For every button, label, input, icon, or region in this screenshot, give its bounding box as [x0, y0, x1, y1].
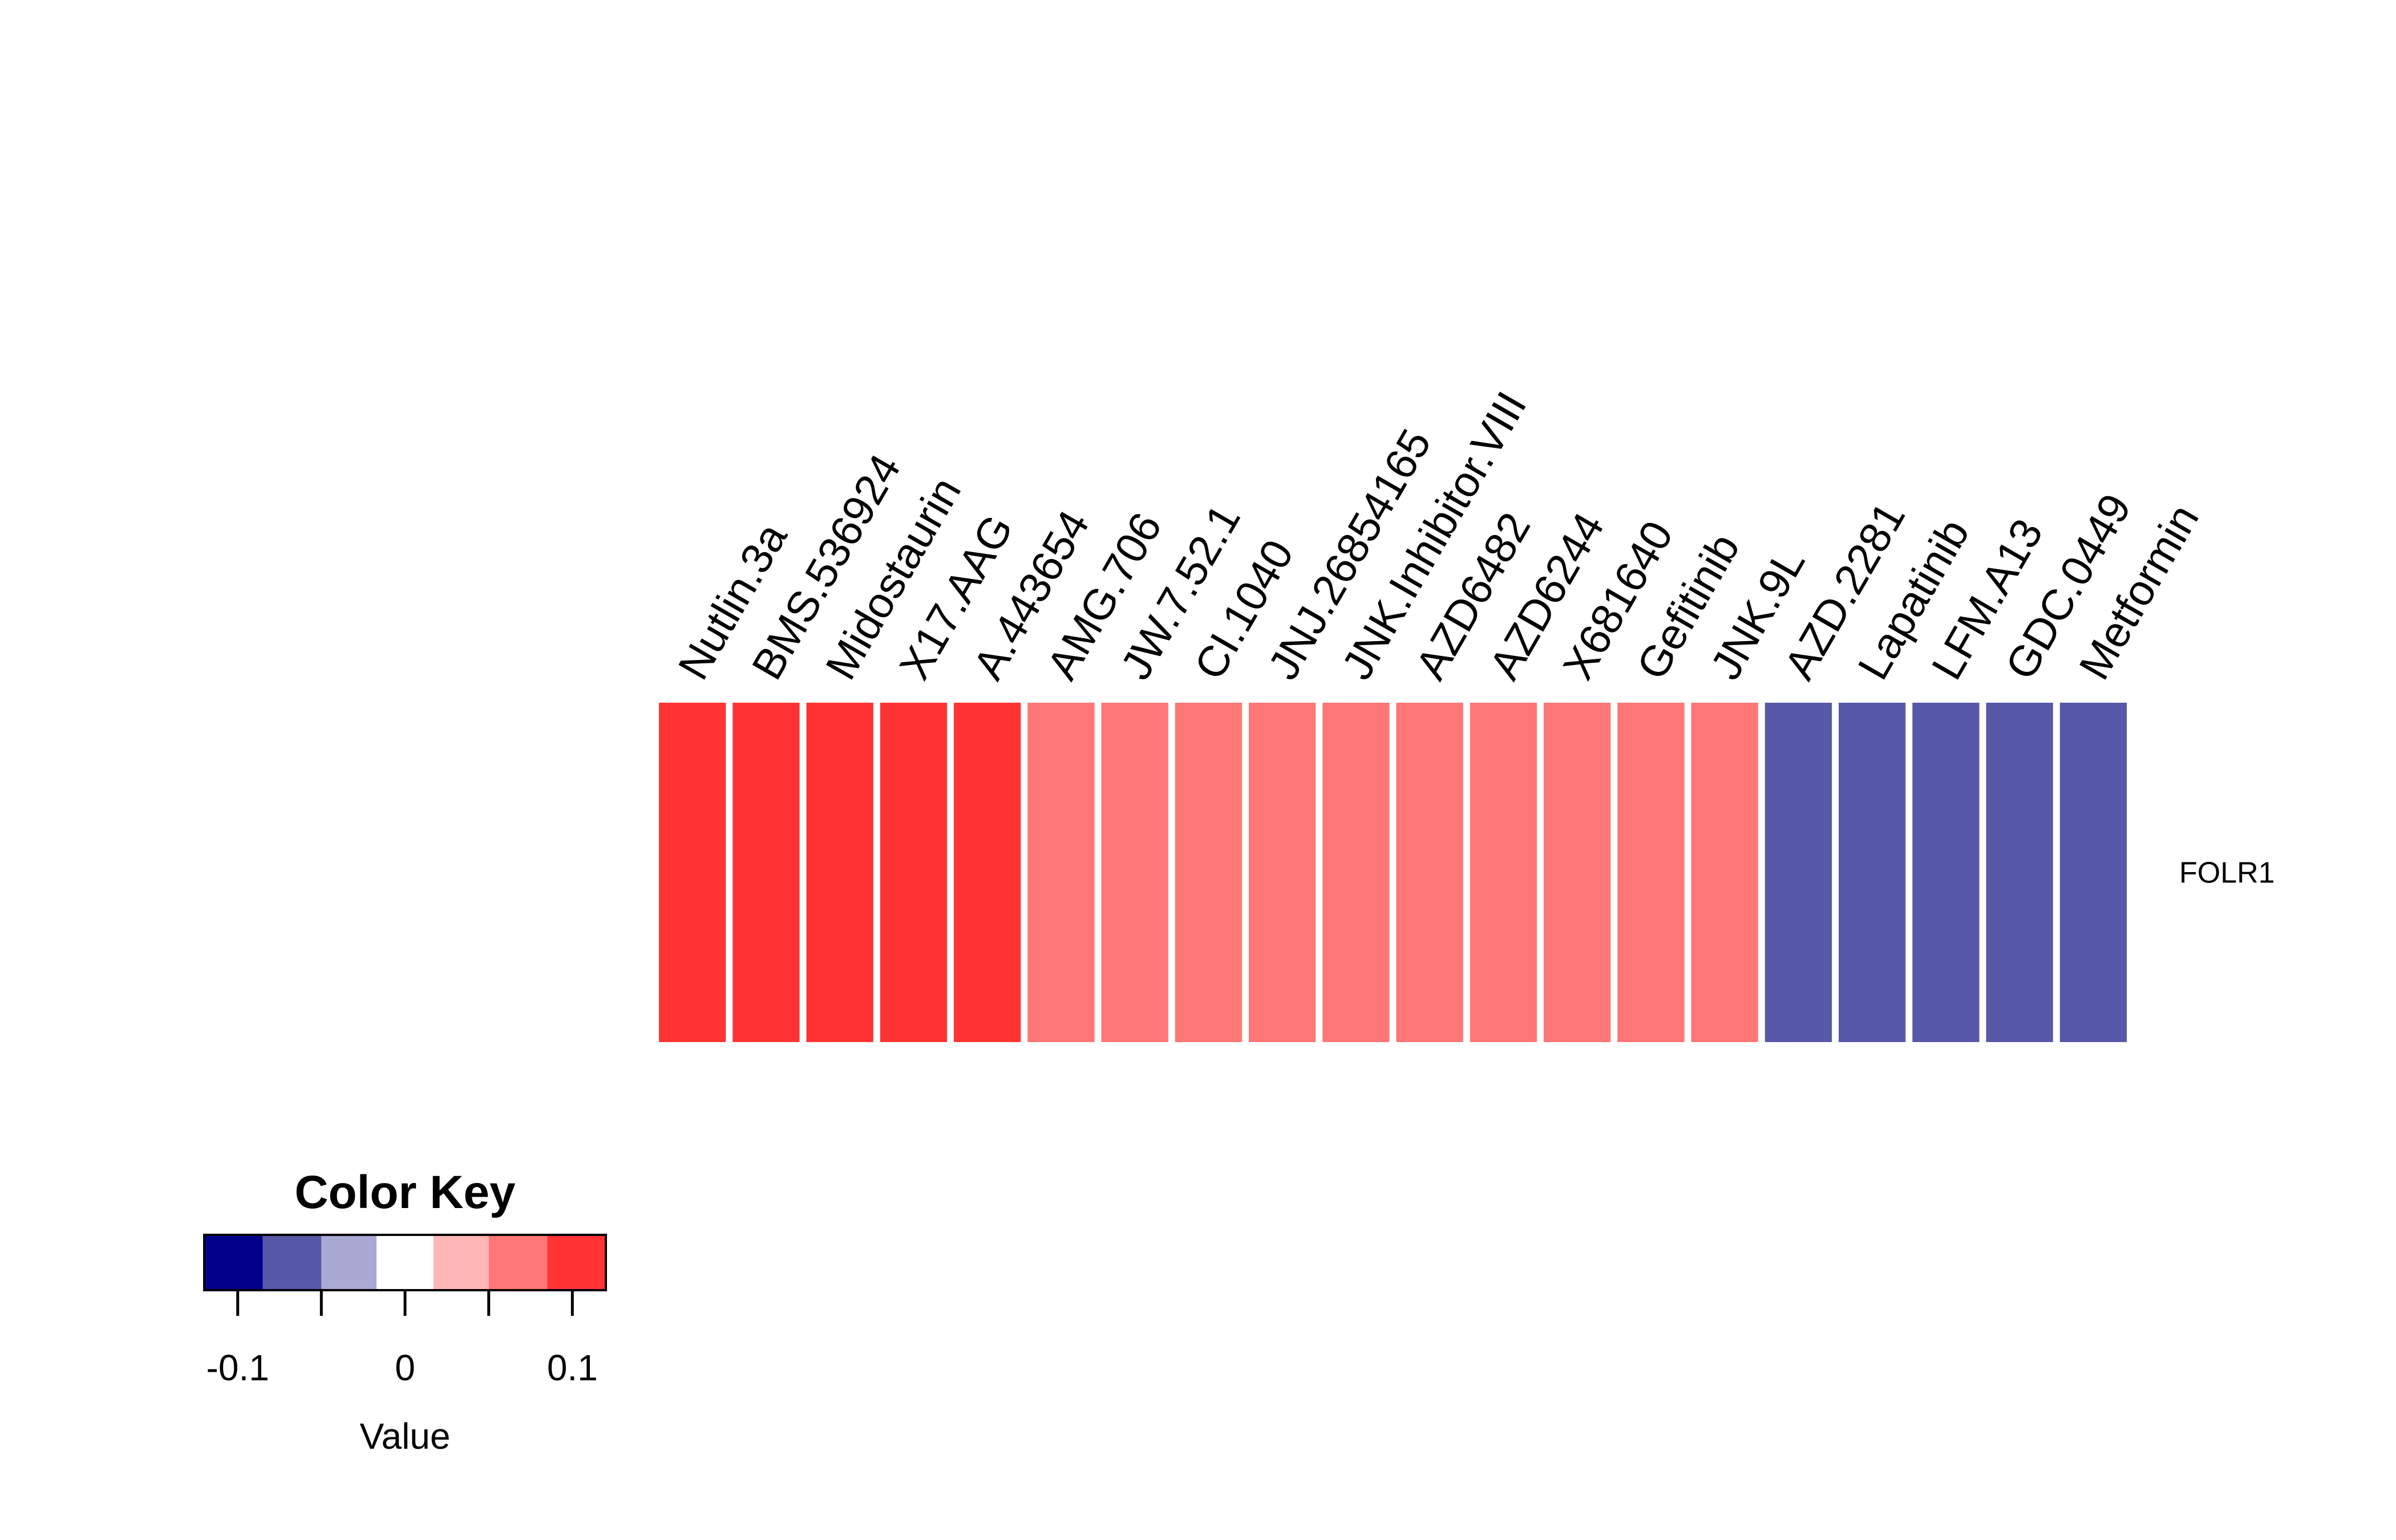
heatmap-cell	[732, 703, 800, 1042]
color-key-tick-label: 0.1	[547, 1347, 598, 1388]
heatmap-cell	[806, 703, 873, 1042]
heatmap-cell	[1544, 703, 1611, 1042]
color-key-tick-label: 0	[395, 1347, 415, 1388]
row-labels: FOLR1	[2179, 857, 2275, 890]
heatmap-cells	[659, 703, 2127, 1042]
color-key-bin	[488, 1235, 548, 1290]
heatmap-cell	[880, 703, 948, 1042]
heatmap-cell	[1249, 703, 1316, 1042]
row-label: FOLR1	[2179, 857, 2275, 890]
color-key: Color Key -0.1 0 0.1 Value	[203, 1166, 607, 1457]
color-key-tick-label: -0.1	[207, 1347, 269, 1388]
heatmap-cell	[1027, 703, 1095, 1042]
heatmap-cell	[1396, 703, 1463, 1042]
color-key-bin	[547, 1235, 606, 1290]
heatmap-cell	[1839, 703, 1906, 1042]
color-key-title: Color Key	[294, 1166, 516, 1218]
heatmap-cell	[2059, 703, 2127, 1042]
color-key-bin	[204, 1235, 263, 1290]
color-key-xlabel: Value	[360, 1416, 451, 1457]
heatmap-cell	[1617, 703, 1685, 1042]
heatmap-cell	[1912, 703, 1980, 1042]
heatmap-cell	[1101, 703, 1168, 1042]
color-key-bin	[377, 1235, 434, 1290]
color-key-bins	[203, 1234, 607, 1291]
heatmap-cell	[1175, 703, 1242, 1042]
color-key-bin	[321, 1235, 377, 1290]
heatmap-cell	[1322, 703, 1390, 1042]
color-key-bin	[262, 1235, 322, 1290]
color-key-bin	[433, 1235, 489, 1290]
heatmap-cell	[1986, 703, 2053, 1042]
heatmap-cell	[1470, 703, 1537, 1042]
heatmap-cell	[1764, 703, 1832, 1042]
heatmap-cell	[659, 703, 726, 1042]
color-key-ticks: -0.1 0 0.1	[207, 1290, 598, 1388]
heatmap-cell	[1691, 703, 1758, 1042]
heatmap-cell	[954, 703, 1021, 1042]
